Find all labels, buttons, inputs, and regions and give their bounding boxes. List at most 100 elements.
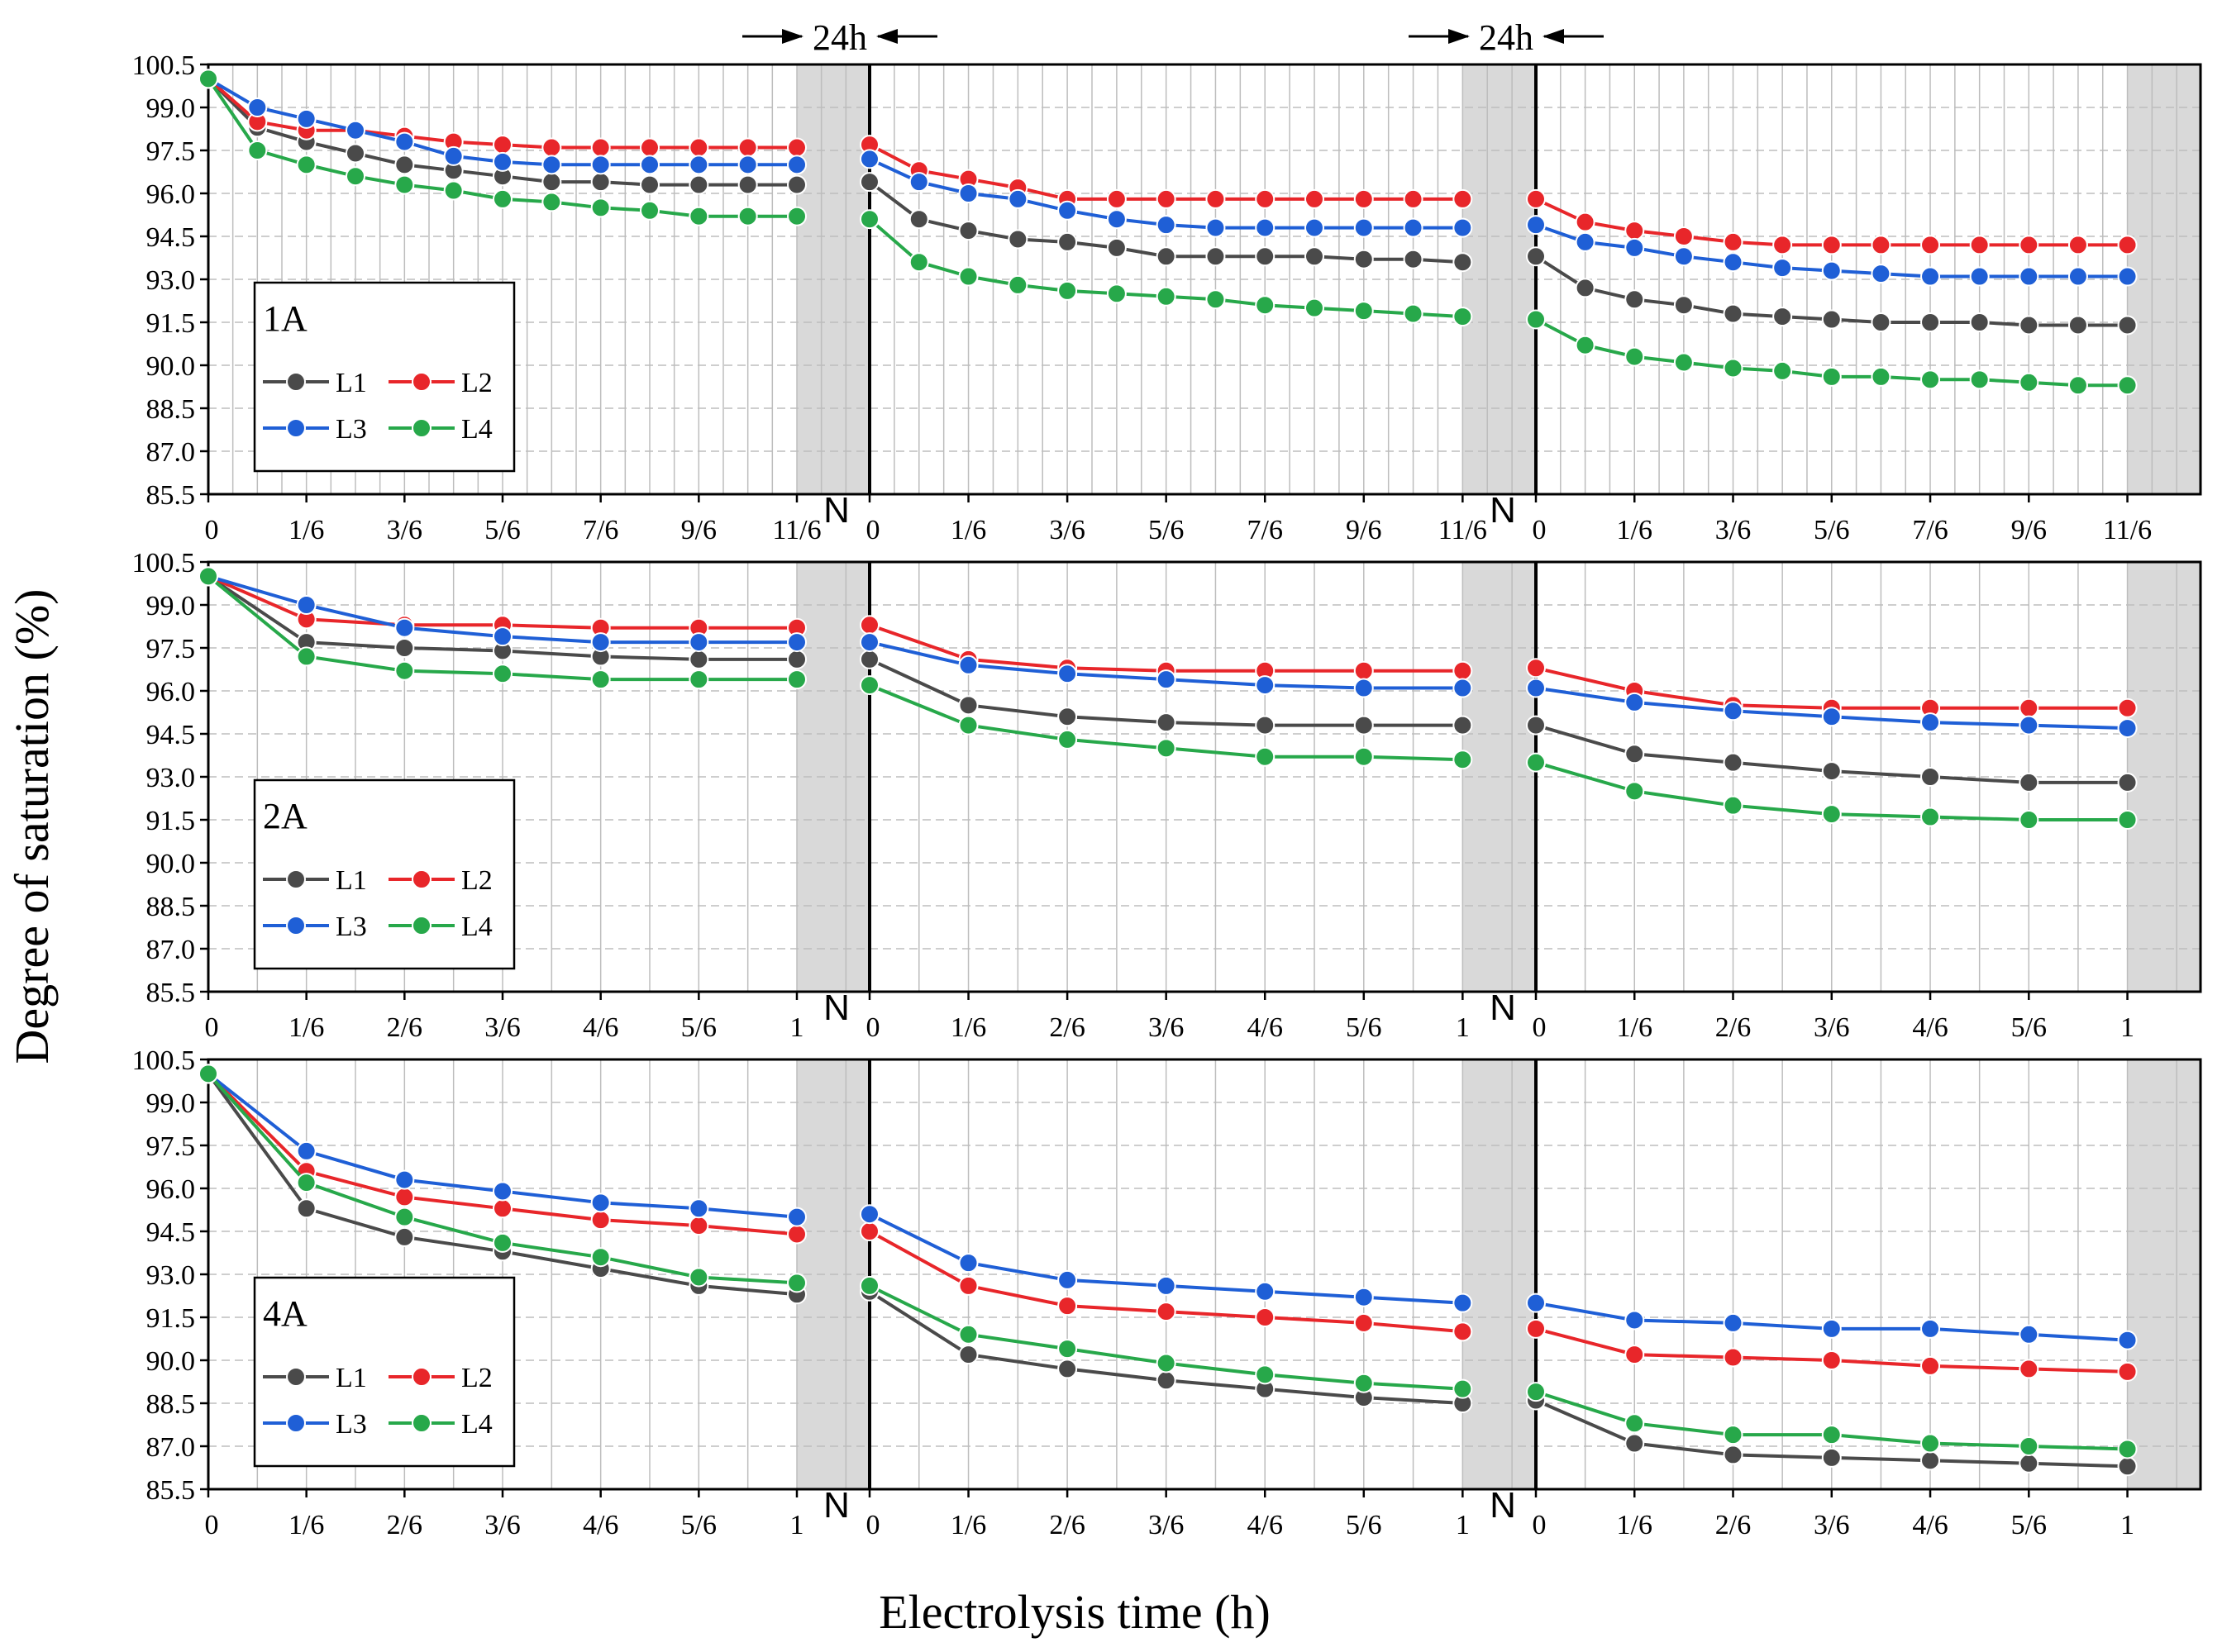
data-point-l3 <box>1304 217 1325 238</box>
data-point-l1 <box>1772 307 1793 327</box>
data-point-l2 <box>1156 188 1176 209</box>
data-point-l3 <box>787 632 807 653</box>
data-point-l3 <box>2019 266 2039 287</box>
data-point-l3 <box>1723 701 1743 721</box>
data-point-l3 <box>2117 718 2138 739</box>
data-point-l4 <box>1723 795 1743 816</box>
x-tick-label: 3/6 <box>484 1012 520 1043</box>
data-point-l2 <box>493 135 513 155</box>
gap-region <box>2127 64 2201 494</box>
legend-label-l3: L3 <box>336 414 367 445</box>
legend-marker-l1 <box>286 372 306 392</box>
data-point-l1 <box>908 209 929 230</box>
gap-n-label: N <box>823 988 850 1028</box>
gap-region <box>2127 1059 2201 1489</box>
data-point-l2 <box>1673 226 1694 246</box>
data-point-l1 <box>958 695 979 716</box>
data-point-l1 <box>1403 249 1423 269</box>
y-tick-label: 93.0 <box>146 265 196 296</box>
data-point-l4 <box>1452 307 1473 327</box>
x-tick-label: 1/6 <box>1617 515 1652 545</box>
y-tick-label: 100.5 <box>132 50 196 81</box>
gap-n-label: N <box>1490 490 1516 531</box>
data-point-l2 <box>1255 188 1276 209</box>
y-tick-label: 100.5 <box>132 548 196 578</box>
data-point-l4 <box>443 180 464 201</box>
y-tick-label: 93.0 <box>146 1260 196 1291</box>
data-point-l4 <box>1624 346 1645 367</box>
data-point-l2 <box>541 137 562 158</box>
data-point-l2 <box>2117 1361 2138 1382</box>
data-point-l4 <box>1452 1378 1473 1399</box>
data-point-l4 <box>1156 738 1176 759</box>
data-point-l2 <box>2117 697 2138 718</box>
data-point-l2 <box>1871 235 1891 255</box>
x-tick-label: 0 <box>866 1012 880 1043</box>
data-point-l4 <box>689 1267 709 1288</box>
data-point-l1 <box>2019 315 2039 336</box>
data-point-l4 <box>958 715 979 736</box>
legend-label-l3: L3 <box>336 912 367 942</box>
data-point-l2 <box>860 1221 880 1241</box>
data-point-l3 <box>1575 231 1595 252</box>
data-point-l1 <box>1624 1433 1645 1454</box>
y-tick-label: 91.5 <box>146 1303 196 1334</box>
data-point-l3 <box>689 155 709 175</box>
data-point-l1 <box>860 649 880 669</box>
data-point-l1 <box>394 155 415 175</box>
gap-n-label: N <box>823 490 850 531</box>
x-tick-label: 1/6 <box>288 1510 324 1540</box>
x-tick-label: 4/6 <box>1912 1510 1948 1540</box>
data-point-l3 <box>1353 678 1374 698</box>
data-point-l3 <box>2019 715 2039 736</box>
data-point-l3 <box>1156 1275 1176 1296</box>
data-point-l2 <box>1624 221 1645 241</box>
data-point-l4 <box>346 166 365 187</box>
data-point-l4 <box>1057 729 1078 750</box>
data-point-l4 <box>198 69 218 89</box>
data-point-l4 <box>2019 1436 2039 1456</box>
data-point-l4 <box>1723 358 1743 378</box>
data-point-l1 <box>1920 312 1941 332</box>
data-point-l1 <box>2019 772 2039 793</box>
y-tick-label: 100.5 <box>132 1045 196 1076</box>
legend-label-l2: L2 <box>461 865 493 896</box>
arrow-right-head <box>782 29 803 44</box>
data-point-l4 <box>1920 807 1941 827</box>
data-point-l2 <box>1353 188 1374 209</box>
data-point-l4 <box>394 660 415 681</box>
data-point-l1 <box>1526 715 1546 736</box>
data-point-l4 <box>1624 1413 1645 1434</box>
x-tick-label: 1/6 <box>288 1012 324 1043</box>
y-tick-label: 90.0 <box>146 1346 196 1377</box>
data-point-l4 <box>394 1207 415 1227</box>
x-tick-label: 5/6 <box>2011 1012 2047 1043</box>
x-tick-label: 2/6 <box>387 1510 422 1540</box>
data-point-l1 <box>394 638 415 658</box>
data-point-l1 <box>1304 246 1325 267</box>
gap-24h-annotation: 24h <box>1409 17 1604 58</box>
y-tick-label: 87.0 <box>146 1432 196 1463</box>
x-tick-label: 9/6 <box>681 515 717 545</box>
x-tick-label: 1 <box>1456 1012 1470 1043</box>
data-point-l1 <box>394 1226 415 1247</box>
data-point-l4 <box>1008 274 1028 295</box>
data-point-l1 <box>1057 231 1078 252</box>
data-point-l3 <box>1821 1318 1842 1339</box>
x-tick-label: 5/6 <box>681 1012 717 1043</box>
arrow-left-head <box>876 29 898 44</box>
data-point-l1 <box>1723 1445 1743 1465</box>
data-point-l3 <box>1624 237 1645 258</box>
y-tick-label: 87.0 <box>146 437 196 468</box>
data-point-l3 <box>346 120 365 140</box>
panel-4a: 85.5 87.0 88.5 90.0 91.5 93.0 94.5 96.0 97.5 99.0… <box>132 1045 2202 1540</box>
data-point-l3 <box>1403 217 1423 238</box>
x-tick-label: 1/6 <box>951 1510 986 1540</box>
data-point-l3 <box>1255 217 1276 238</box>
data-point-l3 <box>541 155 562 175</box>
x-tick-label: 5/6 <box>1346 1510 1381 1540</box>
data-point-l4 <box>1920 1433 1941 1454</box>
data-point-l3 <box>590 632 611 653</box>
data-point-l3 <box>737 155 758 175</box>
